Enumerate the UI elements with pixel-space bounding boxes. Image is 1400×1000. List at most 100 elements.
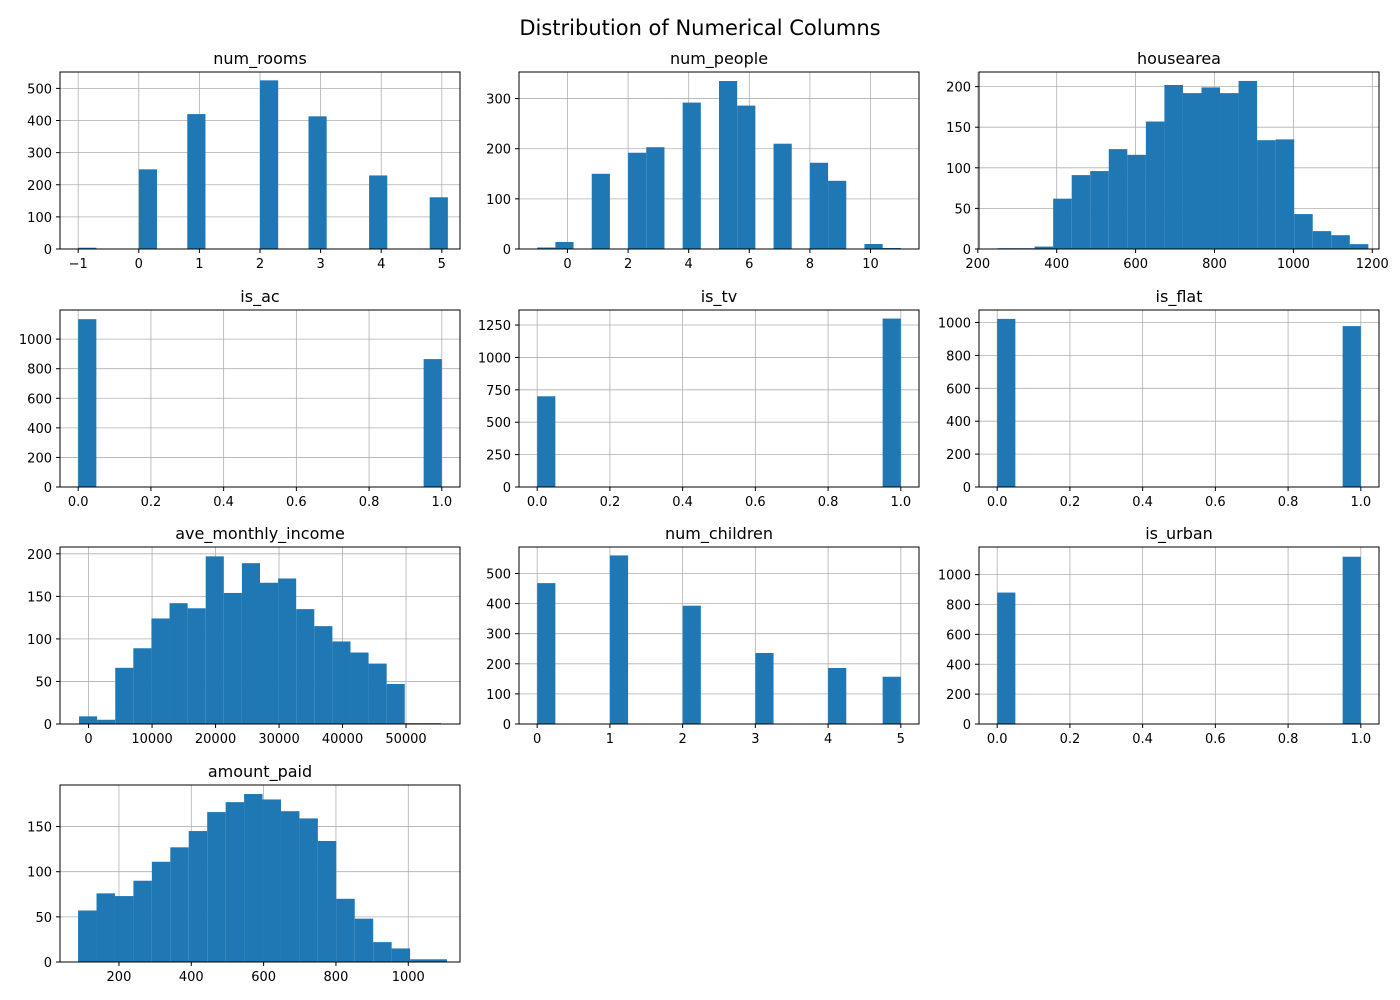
histogram-bar	[188, 831, 208, 962]
x-tick-label: 10	[862, 257, 879, 272]
histogram-bar	[828, 180, 847, 249]
histogram-bar	[115, 667, 134, 724]
x-tick-label: 0.2	[600, 495, 621, 510]
subplot-num_rooms: −1 0 1 2 3 4 5 0 100 200 300 400 500 num_rooms	[27, 49, 461, 272]
y-tick-label: 800	[946, 599, 971, 614]
x-tick-label: 0.0	[527, 495, 548, 510]
subplot-amount_paid: 200 400 600 800 1000 0 50 100 150 amount_paid	[27, 762, 461, 985]
histogram-bar	[205, 556, 224, 724]
y-tick-label: 0	[963, 481, 971, 496]
y-tick-label: 0	[44, 956, 52, 971]
subplot-is_tv: 0.0 0.2 0.4 0.6 0.8 1.0 0 250 500 750 1000 1250 is_t…	[478, 287, 920, 510]
histogram-bar	[882, 247, 901, 249]
axes-frame	[978, 309, 1380, 488]
histogram-bar	[187, 114, 206, 250]
y-tick-label: 0	[44, 718, 52, 733]
x-tick-label: 0.6	[1205, 495, 1226, 510]
x-tick-label: 0.0	[987, 732, 1008, 747]
x-tick-label: 1.0	[890, 495, 911, 510]
histogram-bar	[646, 147, 665, 249]
histogram-bar	[314, 626, 333, 724]
x-tick-label: 1.0	[1350, 495, 1371, 510]
x-tick-label: 0.4	[672, 495, 693, 510]
y-tick-label: 100	[27, 211, 52, 226]
x-tick-label: 0.6	[1205, 732, 1226, 747]
x-tick-label: 0.4	[213, 495, 234, 510]
y-tick-label: 200	[27, 179, 52, 194]
x-tick-label: −1	[69, 257, 88, 272]
x-tick-label: 0.0	[68, 495, 89, 510]
x-tick-label: 20000	[195, 732, 236, 747]
x-tick-label: 0.8	[359, 495, 380, 510]
histogram-bar	[151, 618, 170, 724]
histogram-bar	[555, 241, 574, 249]
histogram-bar	[1090, 171, 1109, 249]
y-tick-label: 0	[963, 243, 971, 258]
y-tick-label: 800	[946, 349, 971, 364]
y-tick-label: 200	[486, 658, 511, 673]
histogram-bar	[78, 910, 97, 962]
y-tick-label: 0	[963, 718, 971, 733]
y-tick-label: 1000	[938, 317, 971, 332]
x-tick-label: 50000	[385, 732, 426, 747]
y-tick-label: 500	[27, 82, 52, 97]
y-tick-label: 0	[44, 481, 52, 496]
histogram-bar	[1294, 214, 1313, 249]
histogram-bar	[223, 592, 242, 724]
histogram-bar	[864, 243, 883, 249]
x-tick-label: 3	[751, 732, 759, 747]
subplot-title: num_rooms	[213, 49, 307, 69]
y-tick-label: 50	[35, 675, 52, 690]
histogram-bar	[138, 169, 157, 249]
histogram-bar	[170, 847, 189, 962]
x-tick-label: 0.4	[1132, 495, 1153, 510]
histogram-bar	[151, 861, 171, 962]
histogram-bar	[187, 608, 206, 724]
axes-frame	[59, 784, 461, 963]
y-tick-label: 600	[946, 628, 971, 643]
histogram-bar	[591, 173, 610, 249]
axes-frame	[978, 546, 1380, 725]
y-tick-label: 400	[27, 422, 52, 437]
y-tick-label: 100	[946, 162, 971, 177]
y-tick-label: 100	[486, 688, 511, 703]
histogram-bar	[260, 582, 279, 724]
y-tick-label: 200	[486, 143, 511, 158]
subplot-housearea: 200 400 600 800 1000 1200 0 50 100 150 200 houseare…	[946, 49, 1389, 272]
histogram-bar	[96, 893, 115, 962]
histogram-bar	[1182, 93, 1202, 249]
y-tick-label: 400	[27, 115, 52, 130]
x-tick-label: 2	[624, 257, 632, 272]
y-tick-label: 200	[946, 81, 971, 96]
y-tick-label: 750	[486, 384, 511, 399]
subplot-title: is_ac	[240, 287, 279, 307]
x-tick-label: 0	[84, 732, 92, 747]
histogram-bar	[997, 592, 1016, 724]
histogram-bar	[1342, 556, 1361, 724]
histogram-bar	[332, 641, 351, 724]
x-tick-label: 1000	[1277, 257, 1310, 272]
histogram-bar	[280, 811, 300, 962]
histogram-bar	[114, 896, 134, 962]
subplot-is_urban: 0.0 0.2 0.4 0.6 0.8 1.0 0 200 400 600 800 1000 is_ur…	[938, 524, 1380, 747]
y-tick-label: 600	[27, 392, 52, 407]
x-tick-label: 1000	[392, 970, 425, 985]
x-tick-label: 5	[897, 732, 905, 747]
x-tick-label: 400	[1044, 257, 1069, 272]
axes-frame	[518, 546, 920, 725]
x-tick-label: 400	[179, 970, 204, 985]
y-tick-label: 250	[486, 449, 511, 464]
histogram-bar	[78, 319, 97, 487]
histogram-bar	[997, 318, 1016, 487]
x-tick-label: 0.8	[1278, 732, 1299, 747]
histogram-bar	[369, 175, 388, 249]
histogram-bar	[773, 143, 792, 249]
y-tick-label: 200	[946, 448, 971, 463]
subplot-title: num_people	[670, 49, 768, 69]
subplot-is_ac: 0.0 0.2 0.4 0.6 0.8 1.0 0 200 400 600 800 1000 is_ac	[19, 287, 461, 510]
histogram-bar	[1349, 244, 1369, 249]
histogram-bar	[133, 880, 152, 962]
histogram-bar	[809, 162, 829, 249]
histogram-bar	[1220, 93, 1239, 249]
